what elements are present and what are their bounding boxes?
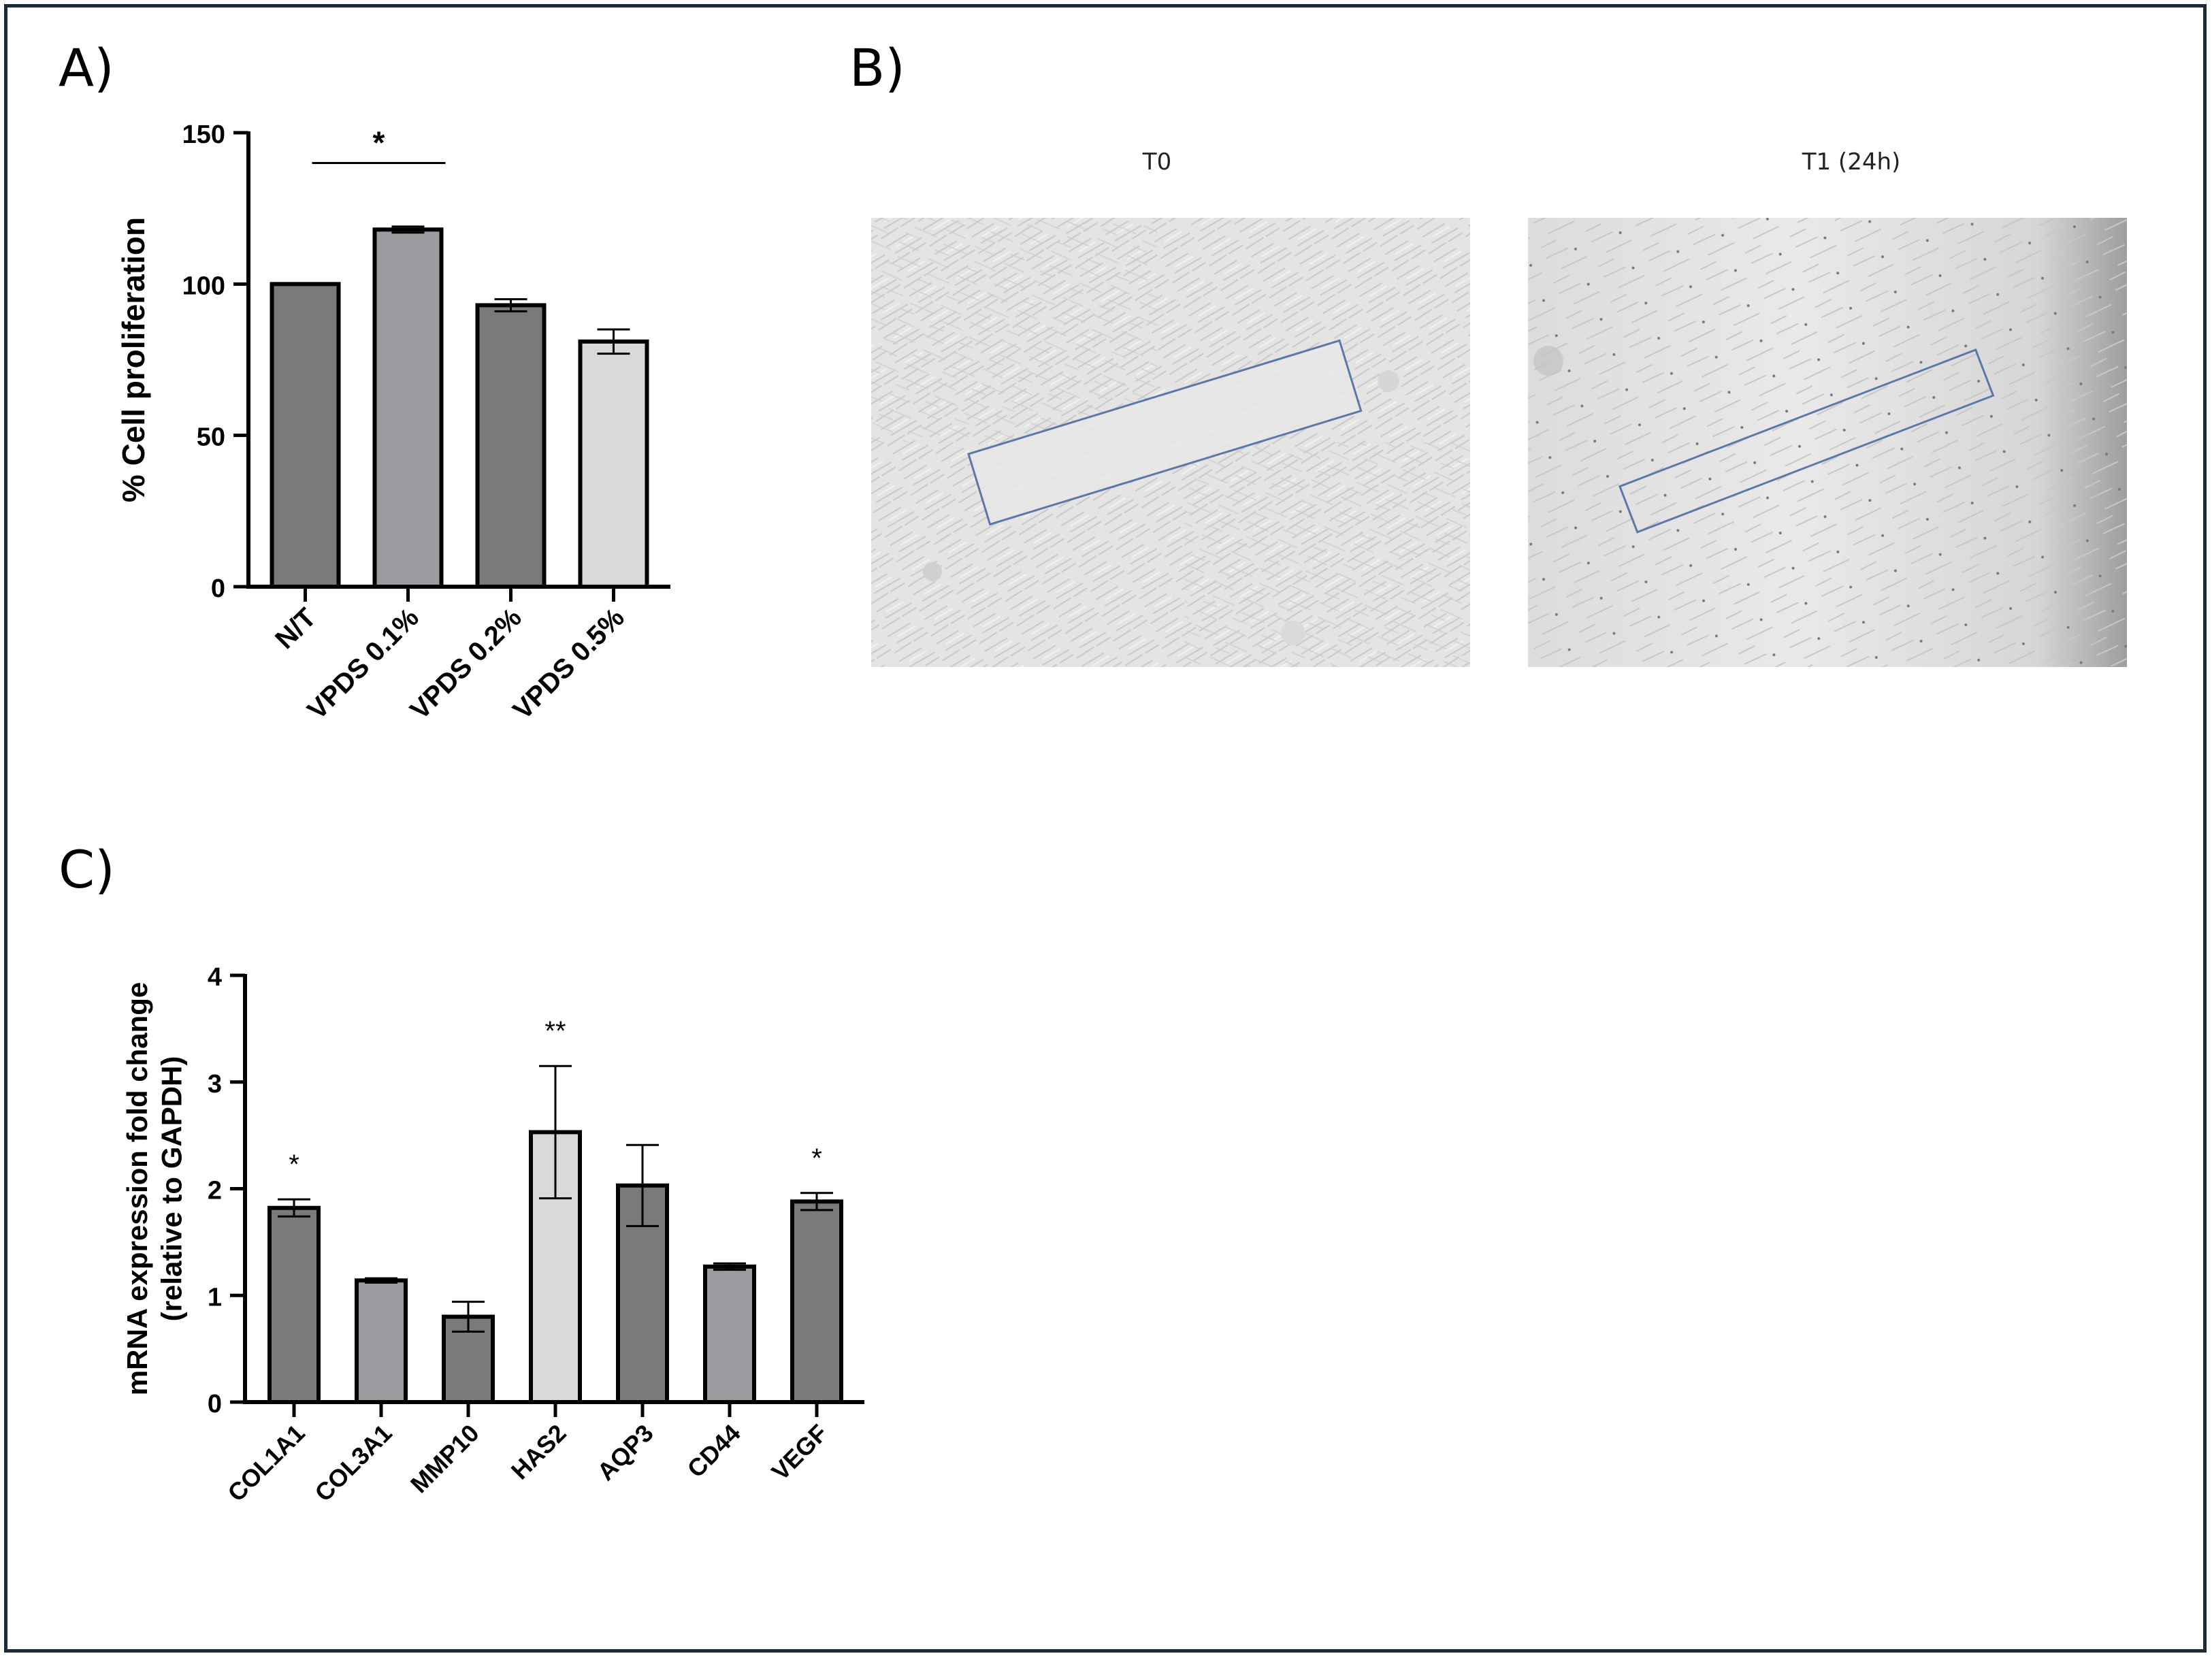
category-label: VEGF	[766, 1419, 832, 1486]
y-tick-label: 150	[182, 120, 225, 149]
mrna-expression-chart: 0 1 2 3 4 mRNA expression fold change (relativ…	[121, 963, 864, 1507]
category-label: HAS2	[506, 1419, 572, 1485]
bar	[355, 1278, 408, 1404]
category-label: VPDS 0.2%	[404, 602, 527, 725]
y-tick-label: 0	[208, 1390, 222, 1418]
y-axis-label: % Cell proliferation	[116, 217, 151, 502]
micrograph-t1	[1528, 218, 2127, 667]
significance-mark: *	[811, 1143, 822, 1173]
micrograph-t0-title: T0	[1142, 148, 1172, 176]
y-axis-label: mRNA expression fold change	[121, 982, 153, 1396]
y-tick-label: 100	[182, 272, 225, 300]
panel-label-a: A)	[59, 37, 114, 98]
significance-mark: *	[289, 1150, 299, 1180]
y-tick-label: 0	[211, 574, 225, 603]
y-tick-label: 50	[197, 423, 225, 452]
category-label: COL3A1	[309, 1419, 397, 1507]
y-tick-label: 1	[208, 1283, 222, 1312]
category-label: N/T	[270, 602, 322, 655]
panel-label-c: C)	[59, 839, 115, 900]
category-label: VPDS 0.1%	[302, 602, 424, 725]
y-tick-label: 3	[208, 1070, 222, 1099]
micrograph-t1-title: T1 (24h)	[1802, 148, 1901, 176]
category-label: AQP3	[591, 1419, 658, 1486]
category-label: COL1A1	[222, 1419, 310, 1507]
y-tick-label: 2	[208, 1177, 222, 1205]
bar	[270, 282, 341, 589]
y-tick-label: 4	[208, 963, 222, 992]
bar	[372, 227, 444, 589]
bar	[578, 339, 649, 589]
bar	[703, 1264, 756, 1404]
category-label: CD44	[682, 1419, 746, 1483]
bar	[790, 1199, 843, 1404]
micrograph-t0	[871, 218, 1470, 667]
significance-mark: **	[544, 1016, 566, 1046]
category-label: VPDS 0.5%	[507, 602, 630, 725]
bar	[475, 303, 547, 589]
category-label: MMP10	[405, 1419, 485, 1499]
bar	[267, 1205, 321, 1404]
significance-mark: *	[373, 125, 385, 160]
y-axis-label-2: (relative to GAPDH)	[155, 1056, 187, 1322]
panel-label-b: B)	[849, 37, 905, 98]
